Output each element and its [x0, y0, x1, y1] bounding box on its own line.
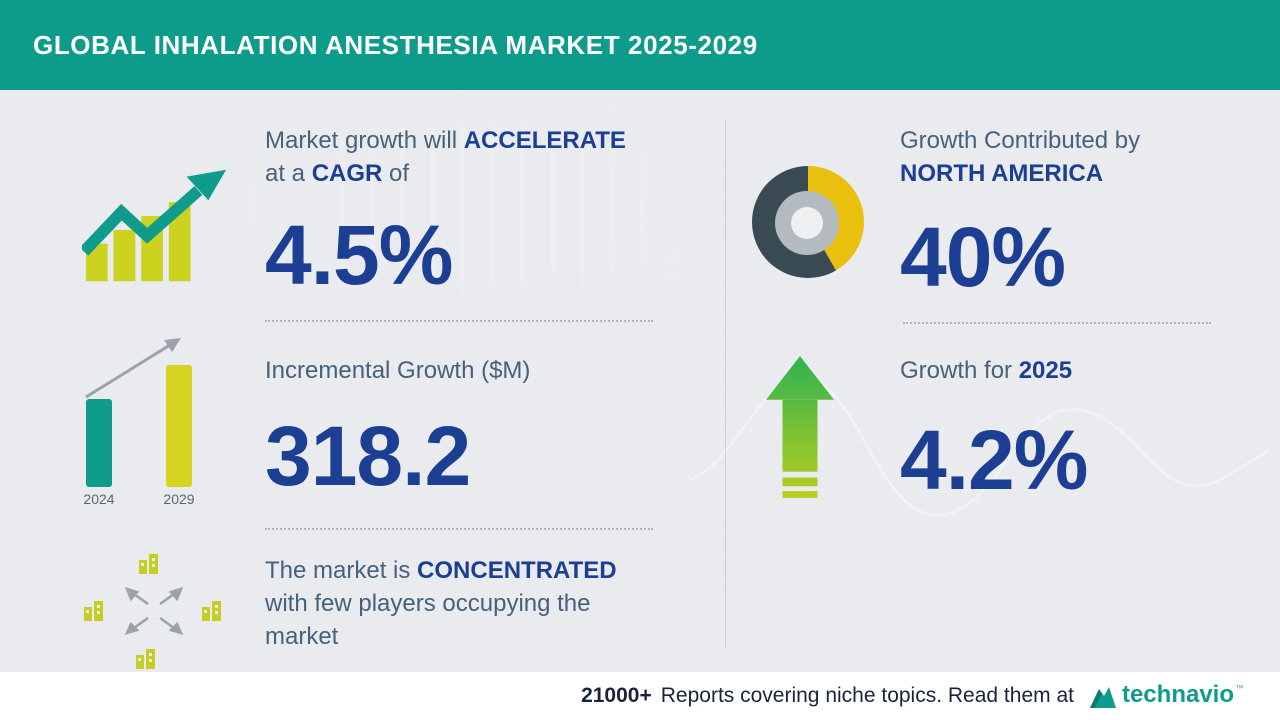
concentration-text-b: with few players occupying the market: [265, 590, 591, 650]
page-title: GLOBAL INHALATION ANESTHESIA MARKET 2025…: [33, 29, 758, 60]
bar-year-end-label: 2029: [163, 491, 194, 507]
cagr-line-2: at a CAGR of: [265, 157, 626, 190]
market-concentration-buildings-icon: [76, 548, 231, 672]
vertical-divider: [725, 120, 726, 648]
cagr-value: 4.5%: [265, 208, 453, 302]
divider-dotted-right: [903, 322, 1211, 324]
growth-line-chart-icon: [79, 164, 232, 287]
growth-2025-year: 2025: [1018, 357, 1073, 384]
footer-text: Reports covering niche topics. Read them…: [660, 684, 1074, 707]
cagr-line2-emphasis: CAGR: [311, 160, 383, 187]
footer: 21000+ Reports covering niche topics. Re…: [0, 672, 1280, 720]
concentration-emphasis: CONCENTRATED: [417, 557, 617, 584]
incremental-growth-label: Incremental Growth ($M): [265, 357, 531, 384]
growth-2025-block: Growth for 2025 4.2%: [900, 354, 1088, 507]
cagr-line-1: Market growth will ACCELERATE: [265, 124, 626, 157]
cagr-line2-text-b: of: [389, 160, 410, 187]
year-bars-icon: 2024 2029: [83, 333, 204, 512]
growth-2025-value: 4.2%: [900, 413, 1088, 507]
concentration-block: The market is CONCENTRATED with few play…: [265, 554, 647, 653]
concentration-text-a: The market is: [265, 557, 411, 584]
content-area: 2024 2029: [0, 90, 1280, 672]
background-map-dots: [540, 100, 1260, 660]
divider-dotted-2: [265, 528, 653, 530]
divider-dotted-1: [265, 320, 653, 322]
cagr-line1-emphasis: ACCELERATE: [463, 127, 626, 154]
cagr-line2-text-a: at a: [265, 160, 306, 187]
growth-2025-label: Growth for: [900, 357, 1013, 384]
header: GLOBAL INHALATION ANESTHESIA MARKET 2025…: [0, 0, 1280, 90]
trademark-symbol: ™: [1235, 683, 1244, 693]
region-growth-block: Growth Contributed by NORTH AMERICA 40%: [900, 124, 1141, 304]
cagr-line1-text: Market growth will: [265, 127, 458, 154]
donut-chart-icon: [752, 166, 864, 278]
region-line-1: Growth Contributed by: [900, 127, 1141, 154]
technavio-logo-text: technavio: [1121, 681, 1234, 708]
bar-year-start-label: 2024: [84, 491, 115, 507]
growth-2025-label-line: Growth for 2025: [900, 354, 1087, 387]
up-arrow-icon: [766, 356, 834, 503]
incremental-growth-block: Incremental Growth ($M) 318.2: [265, 354, 531, 503]
background-candlestick-texture: [250, 90, 720, 320]
incremental-growth-value: 318.2: [265, 409, 471, 503]
technavio-logo[interactable]: technavio ™: [1089, 681, 1244, 709]
technavio-logo-icon: [1089, 687, 1116, 708]
region-line-2: NORTH AMERICA: [900, 160, 1104, 187]
cagr-block: Market growth will ACCELERATE at a CAGR …: [265, 124, 626, 302]
region-value: 40%: [900, 210, 1066, 304]
reports-count: 21000+: [581, 684, 652, 707]
donut-hole: [791, 207, 823, 239]
